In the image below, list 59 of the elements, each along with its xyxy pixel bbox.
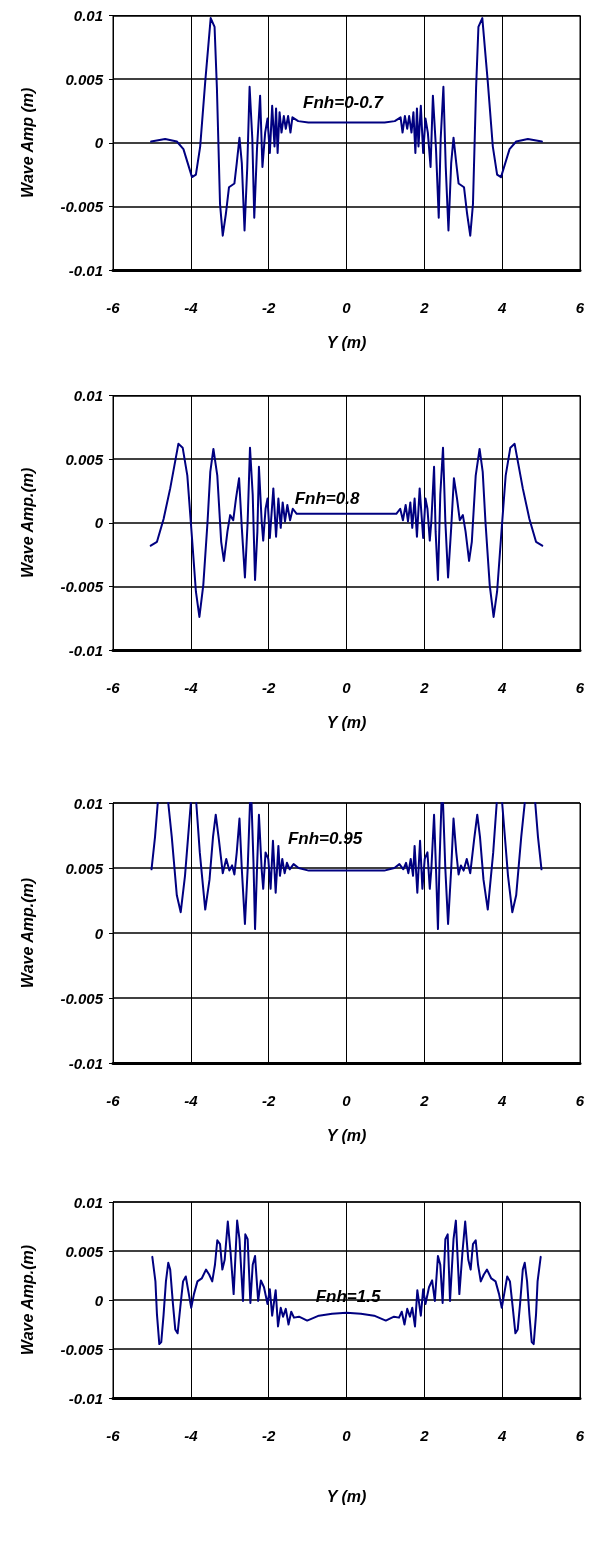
y-tick-label: 0.01 xyxy=(73,1193,103,1211)
x-tick-label: 6 xyxy=(575,1092,585,1109)
x-axis-title: Y (m) xyxy=(326,1126,367,1144)
x-tick-label: 4 xyxy=(496,1092,507,1109)
x-tick-label: 4 xyxy=(496,679,507,696)
y-tick-label: 0 xyxy=(94,134,104,152)
x-tick-label: 6 xyxy=(575,679,585,696)
x-tick-label: 6 xyxy=(575,1427,585,1444)
y-axis-title: Wave Amp.(m) xyxy=(18,1244,36,1356)
line-series xyxy=(149,442,544,618)
y-tick-label: 0.01 xyxy=(73,387,103,404)
y-tick-label: -0.005 xyxy=(60,989,104,1007)
y-tick-label: -0.01 xyxy=(68,1389,103,1407)
y-axis-title: Wave Amp (m) xyxy=(18,87,36,198)
y-tick-label: -0.005 xyxy=(60,197,104,215)
x-tick-label: 0 xyxy=(342,299,352,316)
y-tick-label: -0.01 xyxy=(68,641,103,659)
line-series xyxy=(150,17,543,237)
x-tick-label: 0 xyxy=(342,1427,352,1444)
y-tick-label: 0 xyxy=(94,514,104,532)
x-tick-label: -4 xyxy=(184,1092,199,1109)
y-tick-label: -0.005 xyxy=(60,1340,104,1358)
x-tick-label: 4 xyxy=(496,299,507,316)
x-tick-label: 0 xyxy=(342,1092,352,1109)
x-axis-title: Y (m) xyxy=(326,333,367,351)
y-tick-label: 0 xyxy=(94,924,104,942)
x-tick-label: 2 xyxy=(419,1427,430,1444)
y-tick-label: -0.01 xyxy=(68,1054,103,1072)
y-tick-label: 0.005 xyxy=(65,1242,104,1260)
y-tick-label: 0.01 xyxy=(73,7,103,24)
x-tick-label: -6 xyxy=(106,1092,121,1109)
x-tick-label: -2 xyxy=(261,299,276,316)
y-tick-label: -0.005 xyxy=(60,577,104,595)
y-tick-label: -0.01 xyxy=(68,261,103,279)
x-tick-label: -4 xyxy=(184,679,199,696)
x-tick-label: 2 xyxy=(419,1092,430,1109)
x-tick-label: -6 xyxy=(106,679,121,696)
x-tick-label: -2 xyxy=(261,1427,276,1444)
x-tick-label: 0 xyxy=(342,679,352,696)
x-tick-label: -2 xyxy=(261,1092,276,1109)
y-tick-label: 0.01 xyxy=(73,794,103,812)
y-tick-label: 0.005 xyxy=(65,70,104,88)
x-tick-label: -6 xyxy=(106,1427,121,1444)
y-tick-label: 0 xyxy=(94,1291,104,1309)
y-axis-title: Wave Amp.(m) xyxy=(18,877,36,989)
y-tick-label: 0.005 xyxy=(65,450,104,468)
x-tick-label: -4 xyxy=(184,1427,199,1444)
y-axis-title: Wave Amp.(m) xyxy=(18,467,36,578)
x-axis-title: Y (m) xyxy=(326,713,367,731)
x-tick-label: 2 xyxy=(419,299,430,316)
x-tick-label: -2 xyxy=(261,679,276,696)
line-series xyxy=(151,1219,542,1346)
x-tick-label: -6 xyxy=(106,299,121,316)
x-tick-label: 2 xyxy=(419,679,430,696)
x-axis-title: Y (m) xyxy=(326,1487,367,1505)
x-tick-label: 6 xyxy=(575,299,585,316)
x-tick-label: -4 xyxy=(184,299,199,316)
y-tick-label: 0.005 xyxy=(65,859,104,877)
x-tick-label: 4 xyxy=(496,1427,507,1444)
